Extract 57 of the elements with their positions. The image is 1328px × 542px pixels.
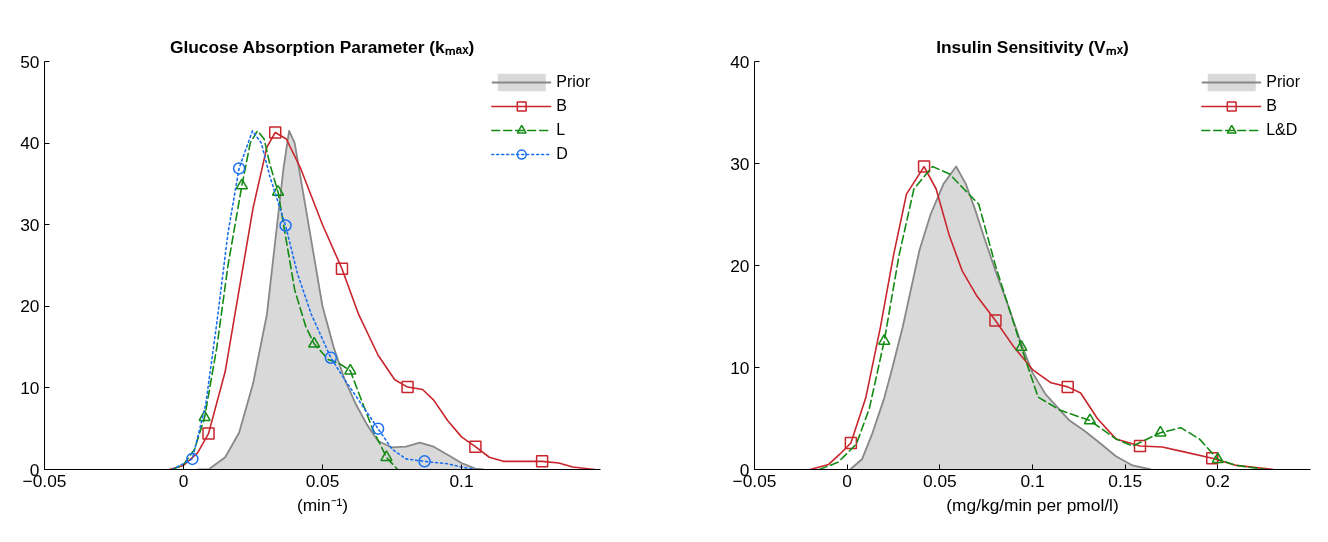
y-tick-label: 30 [730,153,750,174]
point [989,314,1002,327]
x-tick-label: 0.05 [922,470,957,491]
point [202,427,215,440]
x-tick-label: 0.05 [305,470,340,491]
x-axis-title: (min⁻¹) [296,494,349,515]
point [235,178,249,190]
x-tick-label: 0.15 [1108,470,1143,491]
legend-label: B [1266,97,1278,115]
point [271,184,285,196]
point [917,160,931,173]
x-axis-title: (mg/kg/min per pmol/l) [946,494,1119,515]
point [1061,380,1074,394]
y-tick-label: 30 [20,214,40,235]
point [380,450,393,462]
point [1083,413,1097,425]
legend-label: D [556,145,569,163]
y-tick-label: 40 [20,133,40,154]
point [1211,452,1225,464]
point [877,333,891,345]
point [1133,439,1147,453]
point [418,455,431,468]
point [401,380,414,394]
x-tick-label: 0.1 [1020,470,1045,491]
point [324,351,338,364]
point [535,455,549,468]
y-tick-label: 40 [730,51,750,72]
x-tick-label: 0.2 [1205,470,1230,491]
y-tick-label: 10 [730,357,750,378]
point [232,162,246,175]
point [198,410,211,422]
point [1206,452,1219,465]
point [344,363,357,375]
point [307,336,321,348]
x-tick-label: 0.1 [449,470,474,491]
point [1154,425,1167,437]
x-tick-label: 0 [842,470,852,491]
y-tick-label: 50 [20,51,40,72]
point [186,452,199,466]
point [1015,340,1028,352]
point [469,440,482,453]
point [335,262,349,276]
y-tick-label: 10 [20,377,40,398]
x-tick-label: 0 [178,470,189,491]
point [371,422,385,435]
legend-label: L [556,121,567,139]
y-tick-label: 20 [730,255,750,276]
y-tick-label: 20 [20,296,40,317]
chart-title: Insulin Sensitivity (Vₘₓ) [936,36,1129,57]
chart-title: Glucose Absorption Parameter (kₘₐₓ) [169,36,475,57]
legend-label: L&D [1266,121,1298,139]
legend-label: Prior [1266,73,1300,91]
legend-label: B [556,97,568,115]
point [279,219,292,232]
legend-label: Prior [556,73,590,91]
point [844,436,858,450]
point [268,126,282,139]
